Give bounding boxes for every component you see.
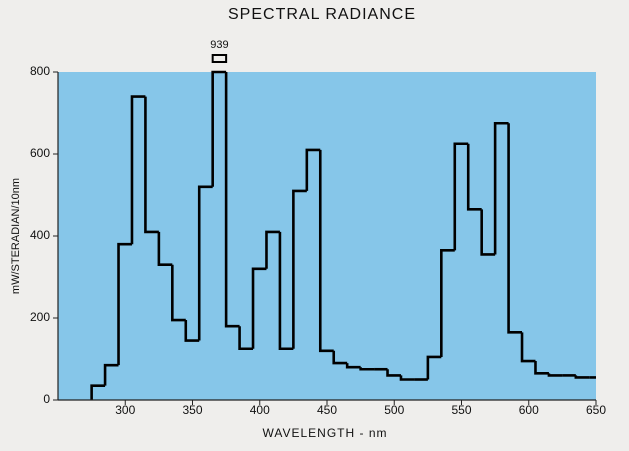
histogram-bar xyxy=(493,121,509,255)
histogram-bar xyxy=(103,363,119,386)
histogram-bar xyxy=(345,363,361,369)
histogram-bar xyxy=(90,384,106,400)
histogram-bar xyxy=(171,264,186,322)
histogram-bar xyxy=(426,355,442,380)
overflow-label: 939 xyxy=(210,39,228,51)
x-tick-label: 350 xyxy=(182,403,202,417)
histogram-bar xyxy=(144,96,159,234)
x-tick-label: 600 xyxy=(519,403,539,417)
y-tick-label: 200 xyxy=(30,310,50,324)
chart-title: SPECTRAL RADIANCE xyxy=(228,6,416,23)
histogram-bar xyxy=(359,367,375,371)
histogram-bar xyxy=(305,148,321,191)
overflow-box xyxy=(211,54,228,63)
y-axis-label: mW/STERADIAN/10nm xyxy=(10,178,22,294)
histogram-bar xyxy=(292,189,307,349)
histogram-bar xyxy=(574,375,590,379)
histogram-bar xyxy=(399,375,415,381)
histogram-bar xyxy=(184,320,200,342)
histogram-bar xyxy=(480,209,496,256)
histogram-bar xyxy=(157,231,173,266)
histogram-bar xyxy=(318,149,334,353)
x-tick-label: 500 xyxy=(384,403,404,417)
x-tick-label: 450 xyxy=(317,403,337,417)
histogram-bar xyxy=(547,373,563,377)
histogram-bar xyxy=(440,249,455,357)
histogram-bar xyxy=(130,95,146,245)
histogram-bar xyxy=(197,185,213,341)
plot-area xyxy=(58,72,596,400)
x-tick-label: 400 xyxy=(250,403,270,417)
histogram-bar xyxy=(520,332,536,363)
histogram-bar xyxy=(251,267,267,349)
histogram-bar xyxy=(278,231,294,351)
histogram-bar xyxy=(238,326,254,351)
histogram-bar xyxy=(466,143,482,211)
histogram-bar xyxy=(211,70,227,187)
x-axis-label: WAVELENGTH - nm xyxy=(262,426,387,440)
x-tick-label: 300 xyxy=(115,403,135,417)
histogram-bar xyxy=(117,242,132,366)
y-tick-label: 800 xyxy=(30,64,50,78)
histogram-bar xyxy=(386,369,401,377)
x-tick-label: 650 xyxy=(586,403,606,417)
y-tick-label: 400 xyxy=(30,228,50,242)
histogram-bar xyxy=(453,142,469,251)
y-tick-label: 0 xyxy=(43,392,50,406)
histogram-bar xyxy=(534,361,549,375)
histogram-bar xyxy=(507,123,523,334)
histogram-bar xyxy=(224,72,240,328)
x-tick-label: 550 xyxy=(451,403,471,417)
y-tick-label: 600 xyxy=(30,146,50,160)
histogram-bar xyxy=(332,350,348,365)
histogram-bar xyxy=(265,230,280,269)
